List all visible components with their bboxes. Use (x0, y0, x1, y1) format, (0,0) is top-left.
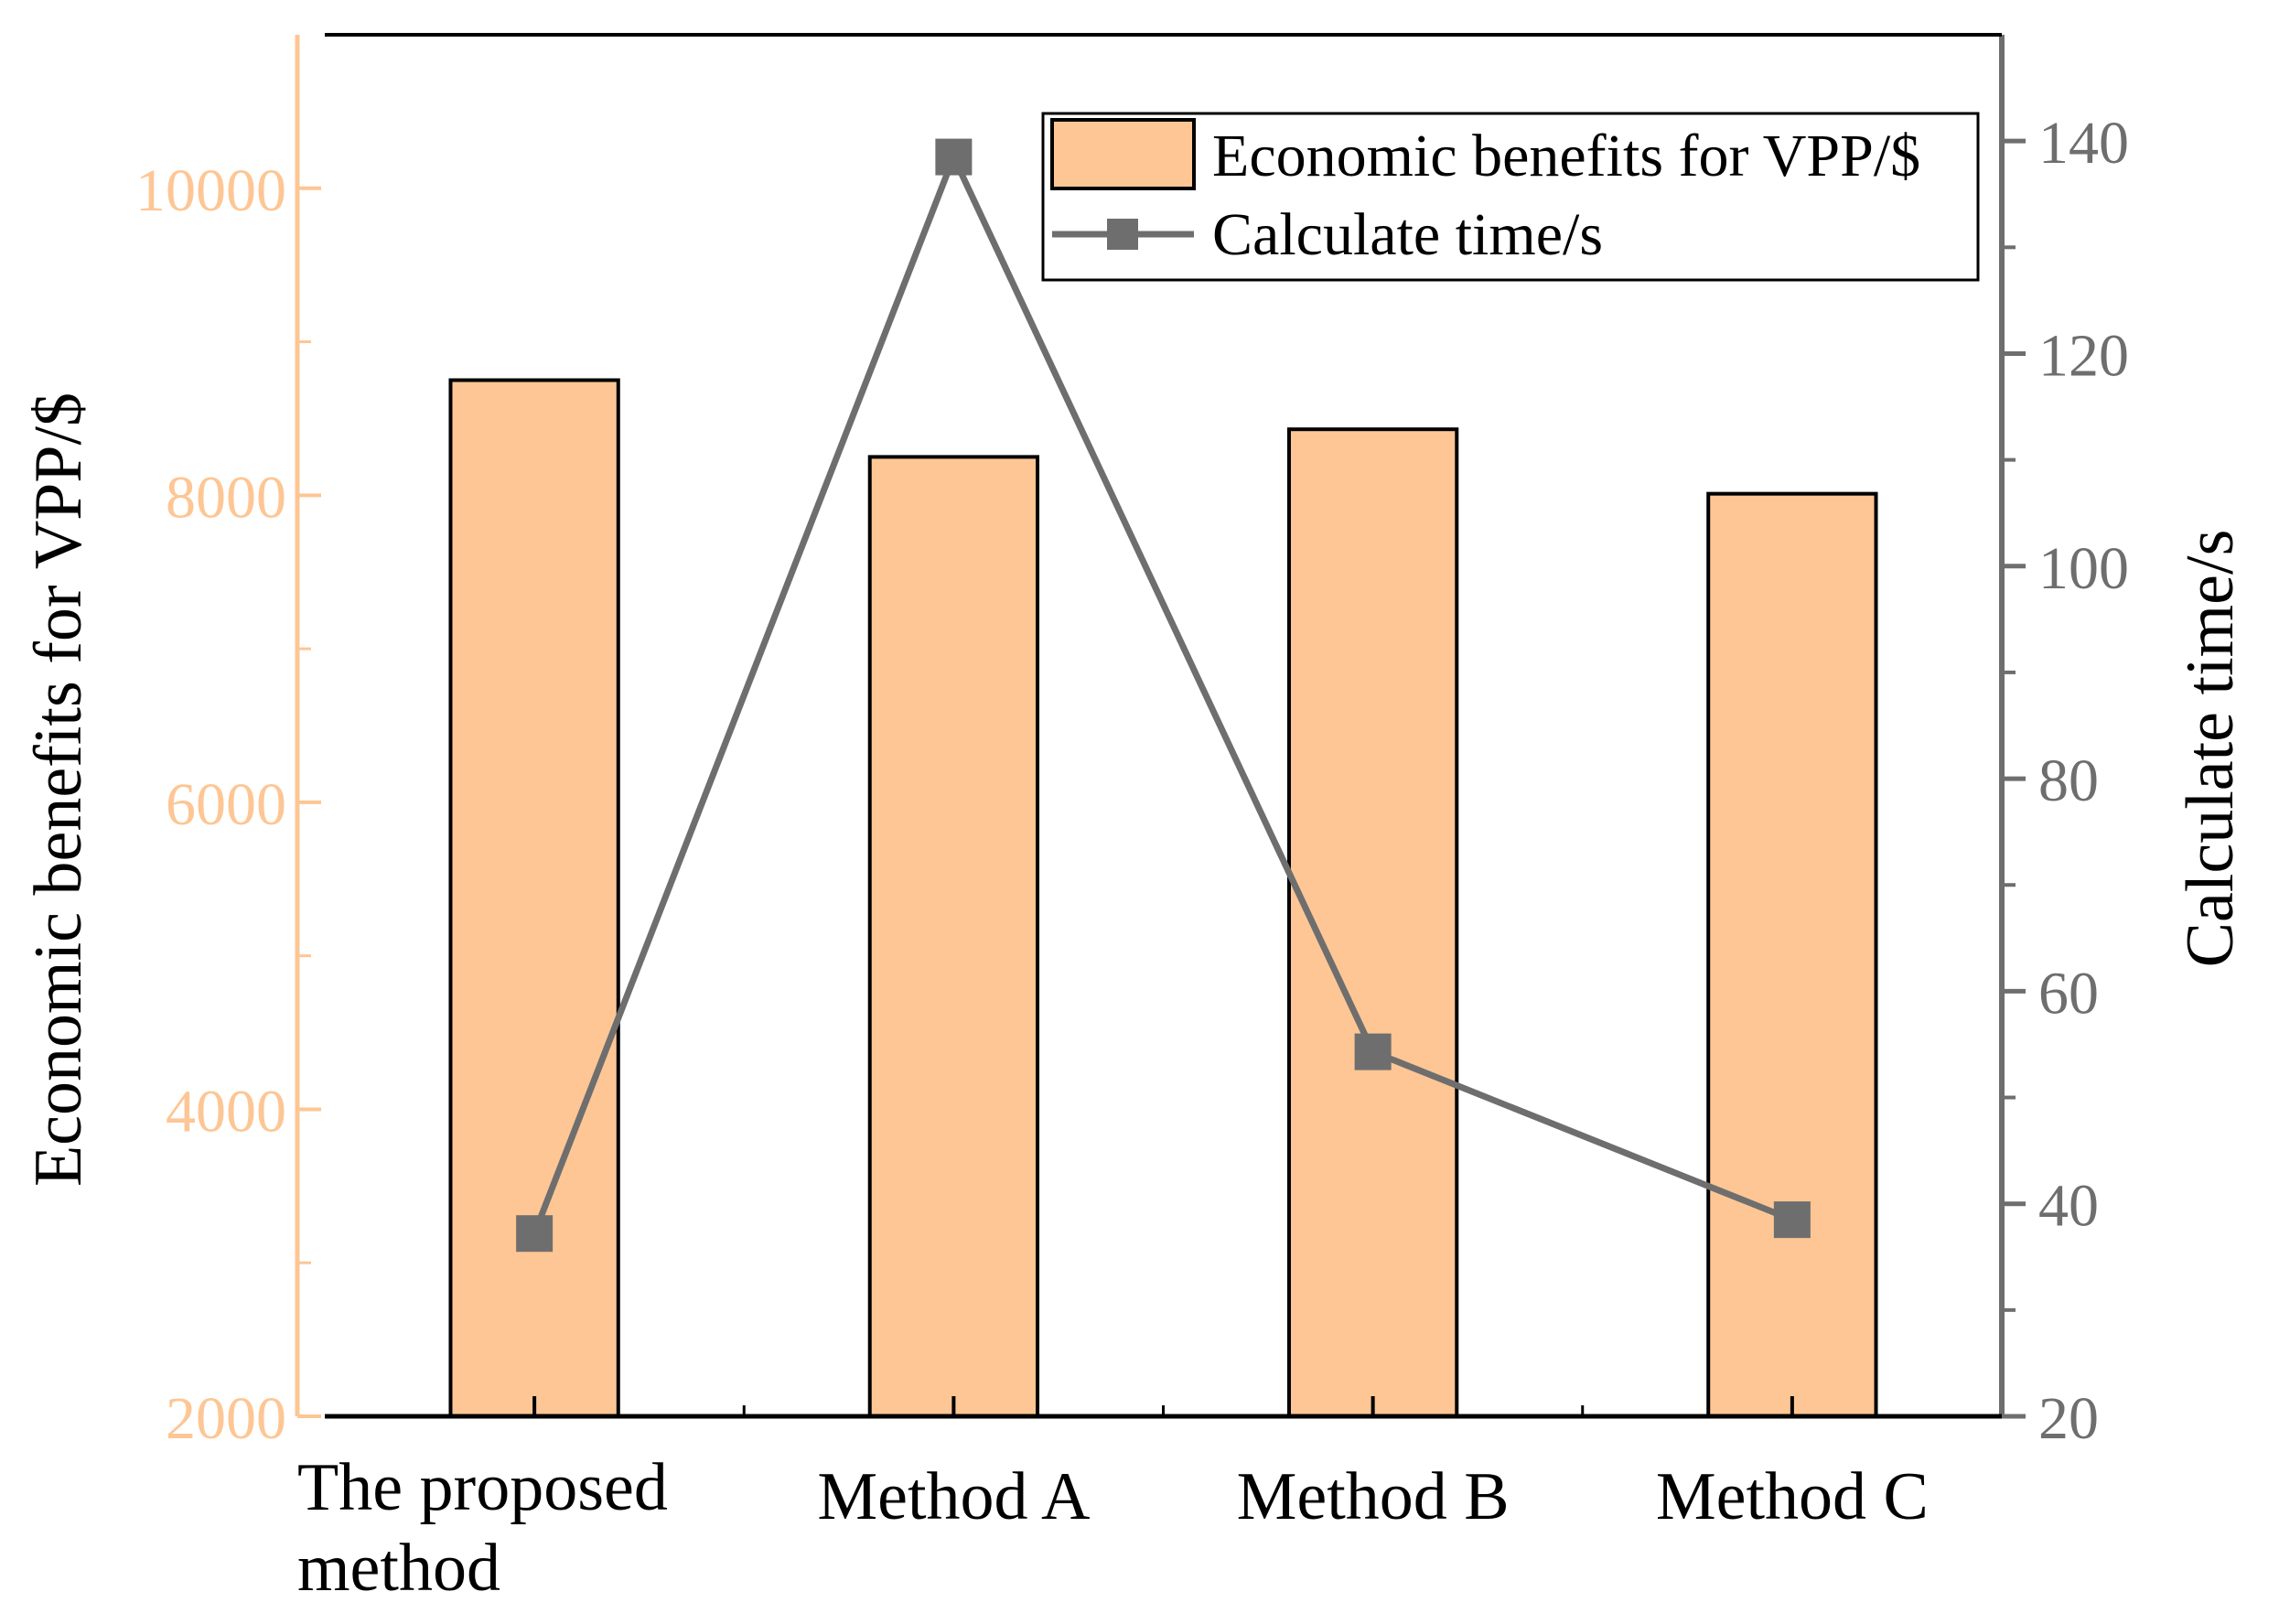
calculate-time-marker-4 (1773, 1201, 1811, 1239)
bar-4 (1706, 491, 1878, 1418)
left-y-axis: 2000 4000 6000 8000 10000 Economic benefits f… (21, 157, 321, 1452)
right-tick-label: 60 (2038, 960, 2099, 1027)
bar-2 (867, 455, 1040, 1418)
x-tick-label: The proposed (297, 1450, 668, 1525)
right-tick-label: 100 (2038, 535, 2129, 602)
right-tick-label: 20 (2038, 1385, 2099, 1452)
legend-entry-line: Calculate time/s (1212, 201, 1603, 268)
line-series (516, 138, 1811, 1253)
legend-box (1041, 112, 1980, 282)
right-tick-label: 140 (2038, 110, 2129, 177)
left-tick-label: 8000 (166, 464, 286, 531)
calculate-time-line (531, 154, 1794, 1235)
legend-bar-swatch (1050, 118, 1196, 190)
right-tick-label: 40 (2038, 1173, 2099, 1240)
bar-1 (448, 378, 620, 1418)
legend-entry-bars: Economic benefits for VPP/$ (1212, 123, 1920, 189)
x-tick-label: Method B (1237, 1459, 1510, 1534)
right-tick-label: 80 (2038, 747, 2099, 814)
x-tick-label: Method A (817, 1459, 1090, 1534)
right-y-axis: 20 40 60 80 100 120 140 Calculate time/s (2002, 110, 2248, 1452)
x-tick-label: Method C (1656, 1459, 1929, 1534)
left-tick-label: 10000 (135, 157, 286, 224)
left-tick-label: 6000 (166, 771, 286, 838)
calculate-time-marker-3 (1354, 1033, 1392, 1070)
right-tick-label: 120 (2038, 322, 2129, 389)
left-tick-label: 2000 (166, 1385, 286, 1452)
right-axis-title: Calculate time/s (2173, 530, 2248, 968)
left-axis-title: Economic benefits for VPP/$ (21, 393, 96, 1187)
calculate-time-marker-1 (516, 1215, 554, 1253)
bar-series (448, 378, 1878, 1419)
left-tick-label: 4000 (166, 1078, 286, 1145)
bar-3 (1286, 427, 1459, 1419)
calculate-time-marker-2 (935, 138, 973, 176)
legend: Economic benefits for VPP/$ Calculate tim… (1041, 112, 1980, 282)
x-tick-label: method (297, 1531, 500, 1606)
legend-line-marker (1107, 219, 1138, 250)
